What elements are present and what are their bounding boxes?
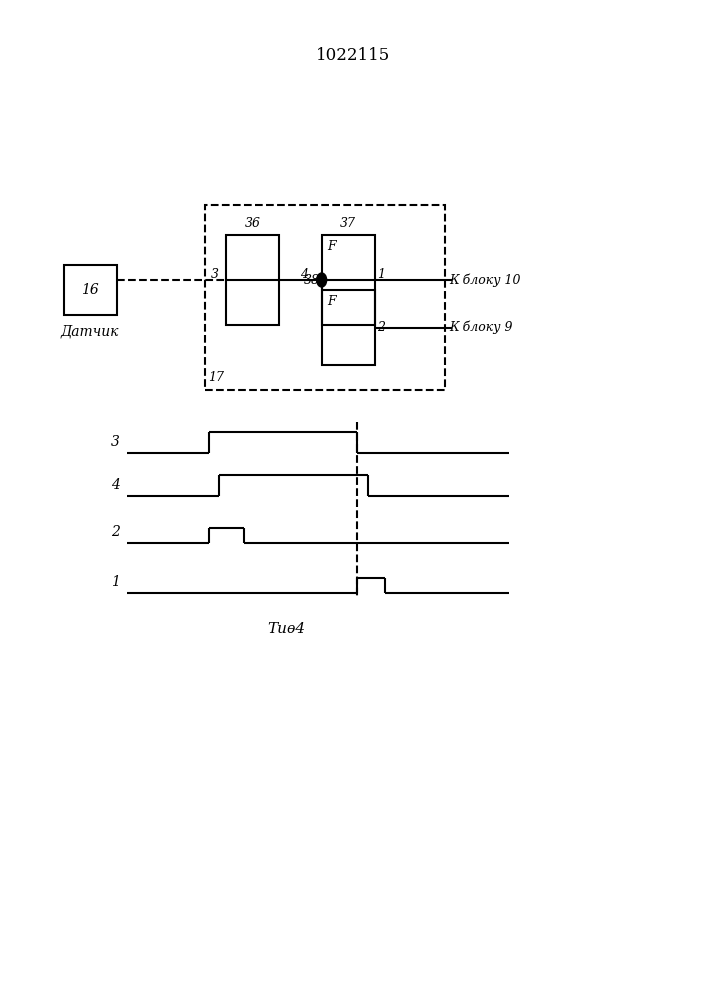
Text: 2: 2 [377, 321, 385, 334]
Text: 1: 1 [377, 268, 385, 282]
Text: 1: 1 [111, 575, 120, 589]
Text: 17: 17 [209, 371, 225, 384]
Bar [322, 235, 375, 325]
Text: F: F [327, 295, 336, 308]
Text: 4: 4 [111, 478, 120, 492]
Bar [226, 235, 279, 325]
Text: 38: 38 [304, 274, 320, 287]
Bar [322, 290, 375, 365]
Text: Τиѳ4: Τиѳ4 [267, 622, 305, 636]
Text: F: F [327, 240, 336, 253]
Bar [64, 265, 117, 315]
Text: 1022115: 1022115 [316, 46, 391, 64]
Text: 4: 4 [300, 268, 308, 282]
Text: 3: 3 [111, 435, 120, 449]
Bar [205, 205, 445, 390]
Text: 37: 37 [340, 217, 356, 230]
Circle shape [317, 273, 327, 287]
Text: 16: 16 [81, 283, 99, 297]
Text: К блоку 9: К блоку 9 [449, 321, 513, 334]
Text: Датчик: Датчик [61, 325, 119, 339]
Text: 36: 36 [245, 217, 261, 230]
Text: 2: 2 [111, 525, 120, 539]
Text: К блоку 10: К блоку 10 [449, 273, 520, 287]
Text: 3: 3 [211, 268, 219, 282]
